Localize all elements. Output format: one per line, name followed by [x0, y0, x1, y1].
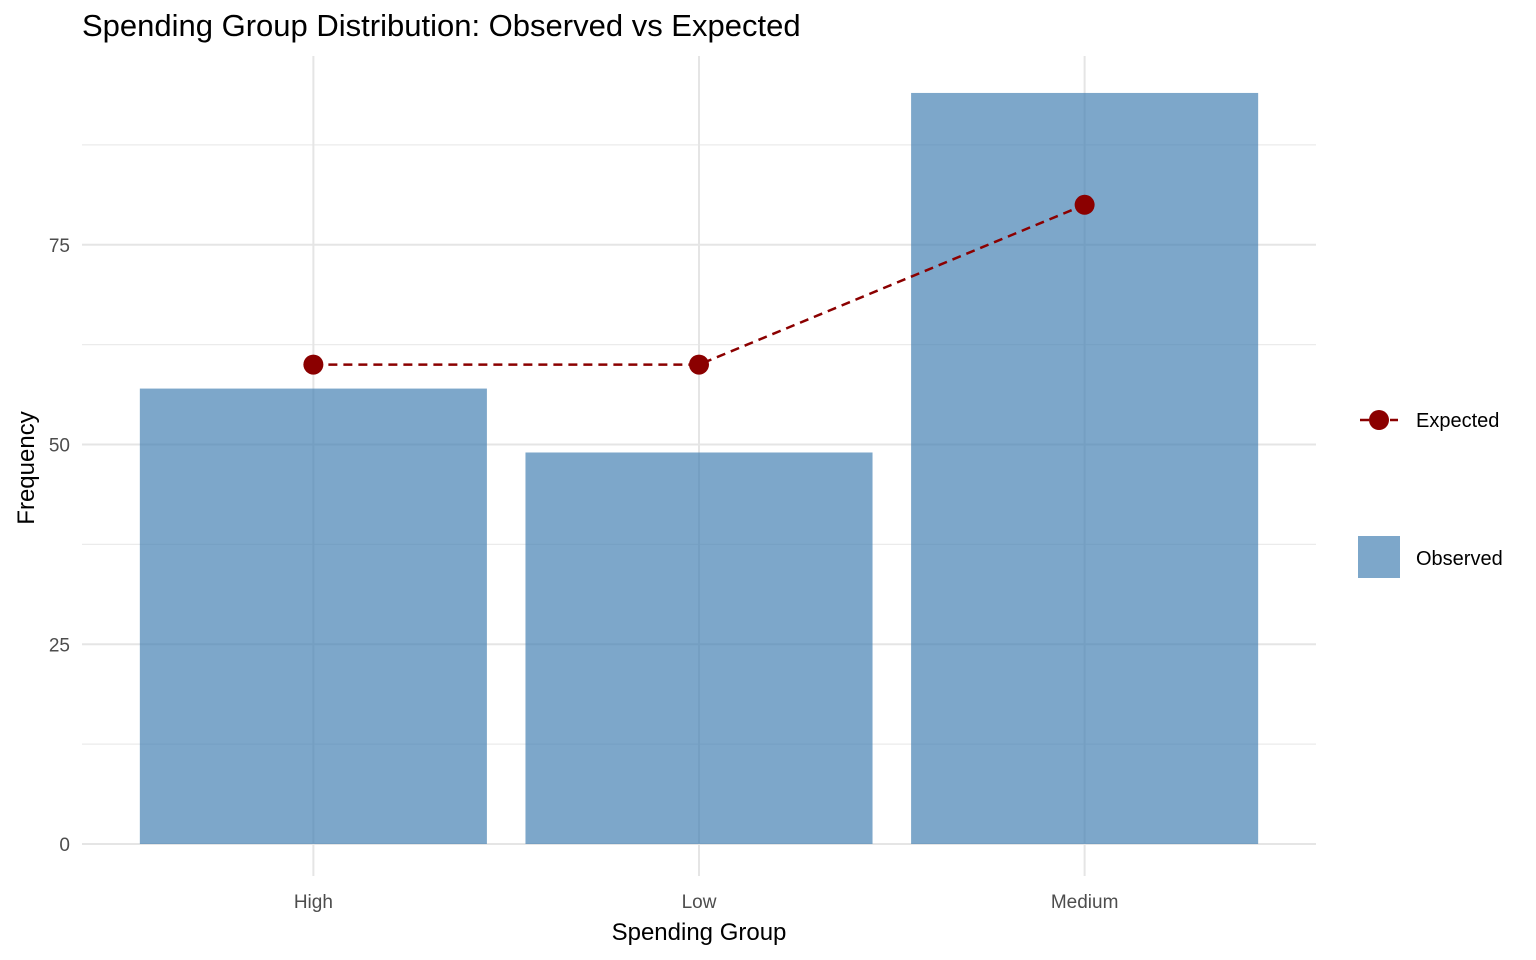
- bar-low: [525, 452, 873, 844]
- x-axis-ticks: High Low Medium: [294, 892, 1119, 913]
- legend-observed-label: Observed: [1416, 548, 1503, 570]
- expected-point-medium: [1074, 194, 1095, 215]
- x-tick-label: Low: [682, 892, 717, 913]
- expected-point-high: [303, 354, 324, 375]
- bar-medium: [911, 92, 1259, 844]
- expected-point-low: [689, 354, 709, 375]
- y-axis-title: Frequency: [13, 411, 40, 524]
- expected-series: [303, 194, 1095, 375]
- legend-expected-label: Expected: [1416, 410, 1499, 432]
- x-tick-label: Medium: [1051, 892, 1119, 913]
- x-tick-label: High: [294, 892, 333, 913]
- y-tick-label: 0: [59, 835, 70, 856]
- bar-high: [139, 388, 487, 844]
- legend-observed-key: [1358, 536, 1400, 578]
- y-tick-label: 25: [49, 635, 70, 656]
- y-tick-label: 75: [49, 236, 70, 257]
- expected-line: [313, 203, 1086, 366]
- legend-expected-key-point: [1369, 410, 1389, 430]
- y-axis-ticks: 0 25 50 75: [49, 236, 70, 856]
- legend: Expected Observed: [1358, 410, 1503, 578]
- y-tick-label: 50: [49, 436, 70, 457]
- chart-title: Spending Group Distribution: Observed vs…: [82, 8, 801, 43]
- bars: [139, 92, 1259, 844]
- x-axis-title: Spending Group: [612, 919, 787, 946]
